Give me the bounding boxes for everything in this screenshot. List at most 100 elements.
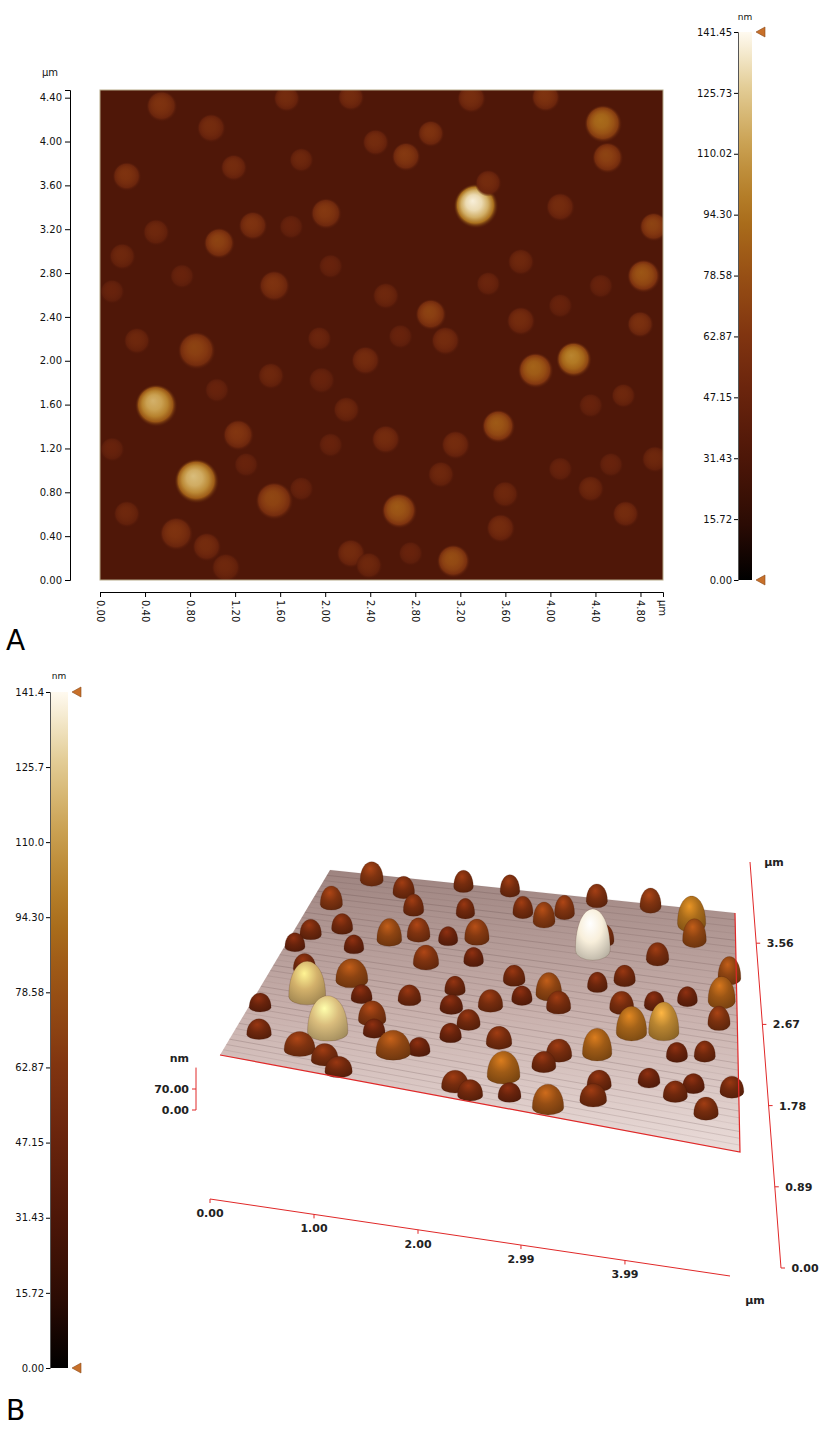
particle — [532, 1051, 556, 1072]
particle — [532, 1084, 563, 1115]
tick: 94.30 — [703, 209, 738, 220]
tick-label: 110.02 — [697, 148, 732, 159]
particle — [512, 986, 533, 1006]
range-marker — [756, 575, 765, 585]
tick: 2.80 — [410, 592, 421, 622]
particle — [197, 114, 226, 143]
particle — [548, 294, 573, 319]
tick: 0.00 — [22, 1363, 50, 1374]
particle — [592, 142, 624, 174]
tick-label: 1.60 — [275, 600, 286, 622]
tick-label: 2.80 — [410, 600, 421, 622]
tick: 2.40 — [365, 592, 376, 622]
tick-label: 3.20 — [455, 600, 466, 622]
particle — [135, 384, 178, 427]
tick-mark — [192, 1089, 196, 1090]
particle — [273, 90, 300, 112]
particle — [318, 254, 343, 279]
tick-mark — [734, 336, 738, 337]
tick: 62.87 — [703, 331, 738, 342]
tick: 2.40 — [40, 312, 70, 323]
particle — [599, 453, 624, 478]
tick-mark — [734, 458, 738, 459]
particle — [437, 544, 471, 578]
tick-mark — [550, 592, 551, 597]
tick-mark — [280, 592, 281, 597]
tick-mark — [190, 592, 191, 597]
particle — [556, 342, 592, 378]
particle — [143, 219, 170, 246]
tick-label: 110.0 — [15, 837, 44, 848]
tick-label: 3.60 — [500, 600, 511, 622]
particle — [663, 1081, 687, 1103]
particle — [351, 346, 380, 375]
particle — [234, 453, 259, 478]
particle — [146, 91, 178, 123]
particle — [160, 517, 194, 551]
particle — [440, 1023, 462, 1043]
tick: 3.60 — [40, 180, 70, 191]
particle — [456, 898, 475, 919]
axis-line — [65, 91, 71, 581]
particle — [503, 965, 525, 986]
tick: 2.00 — [320, 592, 331, 622]
tick: 0.80 — [185, 592, 196, 622]
axis: 0.001.002.002.993.99 — [196, 1199, 730, 1281]
tick-label: 47.15 — [15, 1137, 44, 1148]
particle — [351, 984, 372, 1003]
tick-label: 47.15 — [703, 392, 732, 403]
particle — [506, 307, 535, 336]
particle — [482, 410, 516, 444]
axis-title: µm — [42, 67, 58, 78]
tick: 47.15 — [15, 1137, 50, 1148]
particle — [100, 279, 125, 304]
tick-label: 2.00 — [320, 600, 331, 622]
particle — [708, 1006, 730, 1030]
axis: 0.0015.7231.4347.1562.8778.5894.30110.01… — [15, 687, 50, 1374]
axis: 0.000.400.801.201.602.002.402.803.203.60… — [40, 91, 71, 586]
particle — [338, 90, 365, 111]
particle — [360, 862, 383, 887]
particle — [589, 274, 614, 299]
tick-mark — [46, 1143, 50, 1144]
scan-line — [327, 875, 735, 920]
tick-mark — [762, 1024, 766, 1025]
tick-label: 15.72 — [703, 514, 732, 525]
particle — [575, 909, 610, 960]
particle — [440, 994, 463, 1014]
tick-label: 78.58 — [15, 987, 44, 998]
axis-line — [210, 1199, 730, 1276]
axis-line — [46, 693, 51, 1369]
particle — [518, 353, 554, 389]
tick: 0.00 — [40, 575, 70, 586]
tick: 141.4 — [15, 687, 50, 698]
particle — [646, 942, 669, 965]
tick-label: 3.56 — [767, 937, 794, 950]
tick-mark — [46, 917, 50, 918]
tick: 2.80 — [40, 268, 70, 279]
particle — [109, 243, 136, 270]
particle — [586, 884, 607, 908]
tick-mark — [145, 592, 146, 597]
range-marker — [72, 687, 81, 697]
tick: 110.0 — [15, 837, 50, 848]
tick-label: 0.00 — [40, 575, 62, 586]
particle — [204, 228, 236, 260]
axis: 0.000.891.782.673.56 — [750, 862, 819, 1275]
particle — [124, 328, 151, 355]
tick-label: 0.89 — [785, 1181, 812, 1194]
tick: 15.72 — [15, 1288, 50, 1299]
particle — [500, 875, 520, 897]
particle — [458, 1080, 483, 1101]
tick-mark — [734, 276, 738, 277]
surface-plane — [220, 870, 740, 1152]
tick-mark — [370, 592, 371, 597]
particle — [371, 425, 400, 454]
tick-label: 94.30 — [15, 912, 44, 923]
tick-mark — [415, 592, 416, 597]
particle — [611, 383, 636, 408]
colorbar — [738, 32, 752, 580]
particle — [465, 919, 489, 945]
particle — [372, 283, 399, 310]
particle — [418, 120, 445, 147]
